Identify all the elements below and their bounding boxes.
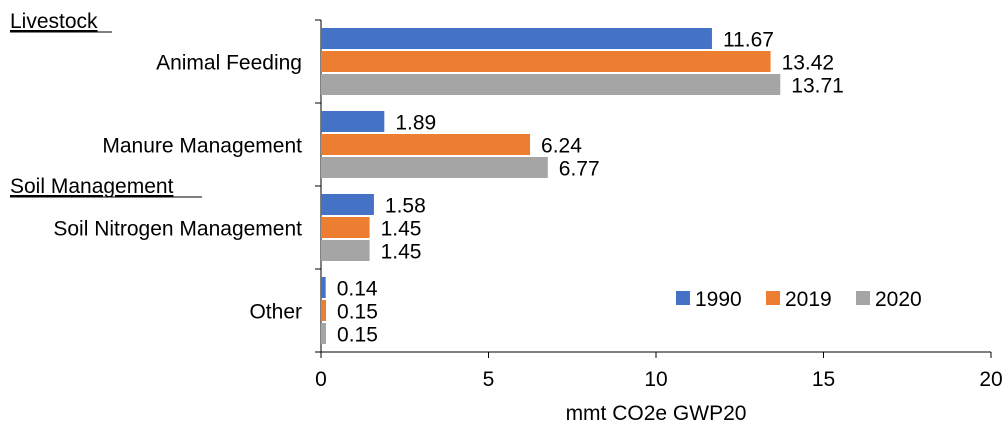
bar-2019 — [321, 51, 771, 72]
legend-swatch-2019 — [766, 291, 780, 305]
bar-2020 — [321, 157, 548, 178]
data-label: 1.58 — [385, 195, 426, 218]
category-label: Manure Management — [102, 135, 302, 158]
bar-1990 — [321, 111, 385, 132]
bar-2020 — [321, 240, 370, 261]
legend-swatch-1990 — [676, 291, 690, 305]
data-label: 13.71 — [791, 75, 844, 98]
bar-1990 — [321, 194, 374, 215]
legend-label: 2019 — [785, 288, 832, 311]
data-label: 1.45 — [381, 241, 422, 264]
category-label: Soil Nitrogen Management — [53, 218, 302, 241]
data-label: 0.15 — [337, 301, 378, 324]
x-tick-label: 0 — [315, 368, 327, 391]
bar-2020 — [321, 323, 327, 344]
category-label: Other — [249, 301, 302, 324]
bar-2020 — [321, 74, 781, 95]
bar-2019 — [321, 134, 531, 155]
data-label: 0.15 — [337, 324, 378, 347]
legend-swatch-2020 — [856, 291, 870, 305]
x-tick-label: 15 — [812, 368, 835, 391]
data-label: 1.89 — [395, 112, 436, 135]
legend-label: 2020 — [875, 288, 922, 311]
x-axis-title: mmt CO2e GWP20 — [566, 402, 747, 423]
x-tick-label: 10 — [644, 368, 667, 391]
x-tick-label: 5 — [483, 368, 495, 391]
data-label: 13.42 — [782, 52, 835, 75]
data-label: 6.77 — [559, 158, 600, 181]
bar-1990 — [321, 277, 326, 298]
bar-2019 — [321, 217, 370, 238]
group-header: Soil Management — [10, 175, 174, 198]
group-header: Livestock — [10, 10, 98, 33]
x-tick-label: 20 — [979, 368, 1002, 391]
legend-label: 1990 — [695, 288, 742, 311]
data-label: 11.67 — [723, 29, 774, 52]
data-label: 1.45 — [381, 218, 422, 241]
data-label: 6.24 — [541, 135, 582, 158]
data-label: 0.14 — [337, 278, 378, 301]
bar-2019 — [321, 300, 327, 321]
bar-1990 — [321, 28, 712, 49]
category-label: Animal Feeding — [156, 52, 302, 75]
